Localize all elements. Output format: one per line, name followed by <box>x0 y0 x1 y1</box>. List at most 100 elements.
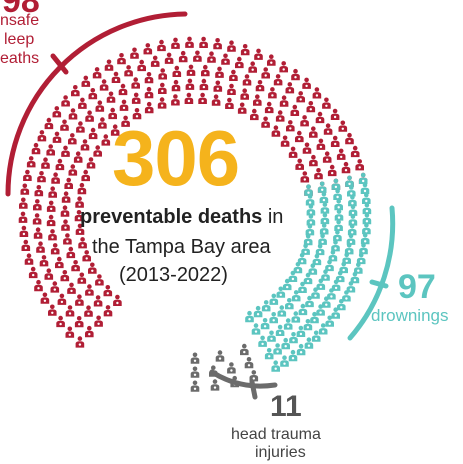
infant-figure-icon <box>33 227 43 239</box>
infant-figure-icon <box>68 108 78 120</box>
infant-figure-icon <box>254 48 263 60</box>
infant-figure-icon <box>65 326 75 338</box>
infant-figure-icon <box>334 219 343 231</box>
infant-figure-icon <box>248 61 257 73</box>
infant-figure-icon <box>215 66 224 78</box>
infant-figure-icon <box>333 229 342 242</box>
infant-figure-icon <box>172 65 182 77</box>
infant-figure-icon <box>341 161 351 174</box>
infant-figure-icon <box>258 335 267 347</box>
infant-figure-icon <box>303 233 313 246</box>
infant-figure-icon <box>269 293 279 305</box>
drownings-label: drownings <box>371 306 449 325</box>
infant-figure-icon <box>48 229 57 241</box>
infant-figure-icon <box>82 250 91 262</box>
infant-figure-icon <box>346 281 356 293</box>
infant-figure-icon <box>316 304 325 316</box>
infant-figure-icon <box>322 151 332 163</box>
infant-figure-icon <box>333 188 342 200</box>
infant-figure-icon <box>106 91 116 103</box>
infant-figure-icon <box>309 126 318 138</box>
infant-figure-icon <box>302 142 312 154</box>
infant-figure-icon <box>184 92 194 104</box>
infant-figure-icon <box>137 59 146 72</box>
infant-figure-icon <box>143 43 153 55</box>
infant-figure-icon <box>46 214 56 227</box>
infant-figure-icon <box>108 107 117 120</box>
infant-figure-icon <box>315 111 325 124</box>
infant-figure-icon <box>330 135 340 147</box>
infant-figure-icon <box>50 243 60 255</box>
infant-figure-icon <box>77 182 87 195</box>
infant-figure-icon <box>275 324 285 336</box>
infant-figure-icon <box>331 307 340 319</box>
infant-figure-icon <box>306 101 316 113</box>
infant-figure-icon <box>362 212 372 225</box>
infant-figure-icon <box>291 68 300 81</box>
infant-figure-icon <box>316 278 326 290</box>
infant-figure-icon <box>144 101 154 114</box>
infant-figure-icon <box>55 256 64 269</box>
infant-figure-icon <box>104 59 114 71</box>
infant-figure-icon <box>260 318 270 330</box>
infant-figure-icon <box>80 139 90 151</box>
infant-figure-icon <box>186 64 196 76</box>
unsafe-sleep-value: 98 <box>2 0 40 20</box>
infant-figure-icon <box>334 209 344 221</box>
infant-figure-icon <box>210 379 220 391</box>
infant-figure-icon <box>305 295 314 308</box>
infant-figure-icon <box>288 146 298 158</box>
infant-figure-icon <box>119 99 129 111</box>
infant-figure-icon <box>276 286 286 298</box>
infant-figure-icon <box>325 259 334 272</box>
infant-figure-icon <box>269 312 278 324</box>
infant-figure-icon <box>18 211 28 223</box>
infant-figure-icon <box>65 305 75 317</box>
infant-figure-icon <box>312 253 322 266</box>
infant-figure-icon <box>32 213 42 225</box>
infant-figure-icon <box>95 274 104 286</box>
infant-figure-icon <box>295 158 304 170</box>
infant-figure-icon <box>359 242 368 255</box>
infant-figure-icon <box>362 202 372 215</box>
infant-figure-icon <box>74 316 84 328</box>
infant-figure-icon <box>362 222 371 235</box>
infant-figure-icon <box>331 178 341 190</box>
infant-figure-icon <box>88 127 98 140</box>
infant-figure-icon <box>345 175 354 187</box>
infant-figure-icon <box>185 78 195 90</box>
infant-figure-icon <box>88 262 97 274</box>
infant-figure-icon <box>305 194 315 206</box>
infant-figure-icon <box>298 303 308 316</box>
infant-figure-icon <box>271 125 281 137</box>
infant-figure-icon <box>235 56 244 69</box>
drownings-value: 97 <box>398 268 436 306</box>
infant-figure-icon <box>77 272 87 284</box>
infant-figure-icon <box>34 279 43 292</box>
infant-figure-icon <box>171 79 181 92</box>
infant-figure-icon <box>302 77 311 89</box>
unsafe-sleep-label-1: nsafe <box>0 12 40 29</box>
infant-figure-icon <box>52 106 62 118</box>
infant-figure-icon <box>76 121 85 133</box>
infant-figure-icon <box>304 337 314 349</box>
infant-figure-icon <box>285 298 294 310</box>
infant-figure-icon <box>279 61 288 73</box>
infant-figure-icon <box>362 192 371 204</box>
infant-figure-icon <box>291 290 301 302</box>
infant-figure-icon <box>94 315 103 327</box>
infant-figure-icon <box>252 94 262 106</box>
infant-figure-icon <box>85 110 94 122</box>
infant-figure-icon <box>331 240 340 252</box>
infant-figure-icon <box>66 246 76 259</box>
infant-figure-icon <box>95 100 105 112</box>
infant-figure-icon <box>227 362 236 374</box>
infant-figure-icon <box>46 200 56 212</box>
infant-figure-icon <box>44 117 54 130</box>
infant-figure-icon <box>157 39 166 52</box>
infant-figure-icon <box>60 119 69 131</box>
infant-figure-icon <box>242 74 252 86</box>
infant-figure-icon <box>36 241 45 253</box>
infant-figure-icon <box>37 130 47 142</box>
infant-figure-icon <box>31 142 41 155</box>
